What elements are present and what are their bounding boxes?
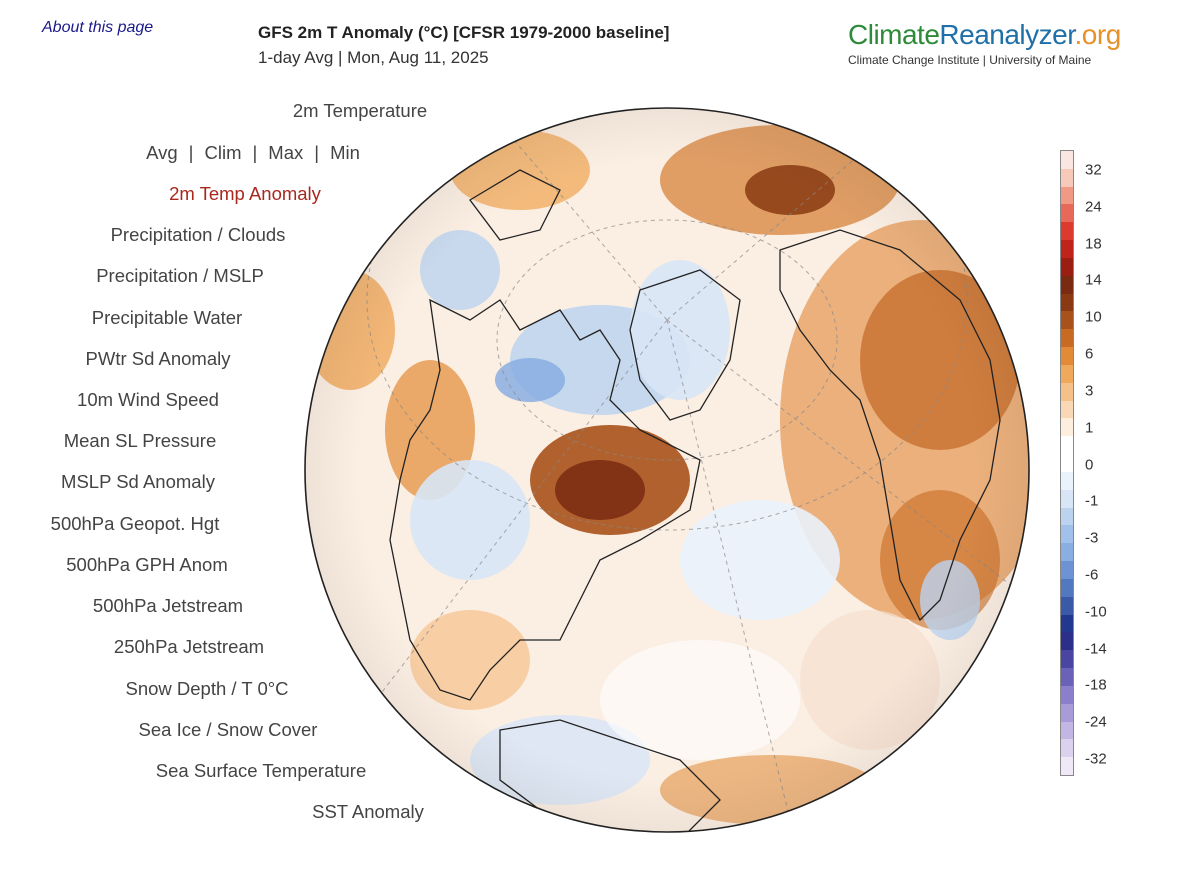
color-scale-cell	[1061, 632, 1073, 651]
color-scale-cell	[1061, 418, 1073, 437]
color-scale-cell	[1061, 382, 1073, 401]
menu-2m-temperature[interactable]: 2m Temperature	[292, 100, 428, 121]
color-scale-cell	[1061, 507, 1073, 526]
color-scale-cell	[1061, 703, 1073, 722]
color-scale-label: 32	[1085, 161, 1102, 179]
color-scale-bar	[1060, 150, 1074, 776]
menu-2m-temp-anomaly[interactable]: 2m Temp Anomaly	[169, 183, 321, 204]
menu-500hpa-jetstream[interactable]: 500hPa Jetstream	[92, 595, 244, 616]
color-scale-cell	[1061, 204, 1073, 223]
color-scale-cell	[1061, 543, 1073, 562]
color-scale-label: 18	[1085, 235, 1102, 253]
stat-avg[interactable]: Avg	[146, 142, 178, 163]
stat-min[interactable]: Min	[330, 142, 360, 163]
color-scale-cell	[1061, 578, 1073, 597]
color-scale-cell	[1061, 739, 1073, 758]
menu-precipitation-clouds[interactable]: Precipitation / Clouds	[110, 224, 286, 245]
menu-precipitable-water[interactable]: Precipitable Water	[91, 307, 243, 328]
menu-snow-depth[interactable]: Snow Depth / T 0°C	[125, 678, 289, 699]
color-scale-cell	[1061, 561, 1073, 579]
menu-500hpa-gph-anom[interactable]: 500hPa GPH Anom	[66, 554, 228, 575]
color-scale-label: -14	[1085, 640, 1107, 658]
color-scale-cell	[1061, 436, 1073, 455]
about-link[interactable]: About this page	[42, 19, 154, 36]
menu-mslp-sd-anomaly[interactable]: MSLP Sd Anomaly	[61, 471, 215, 492]
color-scale-cell	[1061, 650, 1073, 669]
color-scale-label: -32	[1085, 750, 1107, 768]
color-scale-cell	[1061, 454, 1073, 472]
menu-sst-anomaly[interactable]: SST Anomaly	[312, 801, 424, 822]
stat-selector: Avg | Clim | Max | Min	[146, 142, 360, 163]
color-scale-cell	[1061, 347, 1073, 365]
color-scale-cell	[1061, 168, 1073, 187]
color-scale-label: 0	[1085, 456, 1094, 473]
menu-mean-sl-pressure[interactable]: Mean SL Pressure	[63, 430, 217, 451]
color-scale-label: 3	[1085, 382, 1094, 400]
color-scale-cell	[1061, 329, 1073, 348]
color-scale-cell	[1061, 685, 1073, 704]
color-scale-cell	[1061, 721, 1073, 740]
map-title: GFS 2m T Anomaly (°C) [CFSR 1979-2000 ba…	[258, 23, 670, 42]
color-scale-cell	[1061, 525, 1073, 544]
color-scale-label: -10	[1085, 603, 1107, 621]
color-scale-cell	[1061, 311, 1073, 330]
color-scale-label: 10	[1085, 308, 1102, 326]
color-scale-cell	[1061, 257, 1073, 276]
color-scale-cell	[1061, 489, 1073, 508]
color-scale-cell	[1061, 275, 1073, 294]
color-scale-label: 6	[1085, 345, 1094, 363]
menu-sea-surface-temperature[interactable]: Sea Surface Temperature	[155, 760, 367, 781]
color-scale-label: -1	[1085, 492, 1099, 510]
color-scale-cell	[1061, 151, 1073, 169]
color-scale-cell	[1061, 668, 1073, 686]
menu-250hpa-jetstream[interactable]: 250hPa Jetstream	[113, 636, 265, 657]
brand-logo[interactable]: ClimateReanalyzer.org Climate Change Ins…	[848, 19, 1121, 68]
color-scale-cell	[1061, 364, 1073, 383]
stat-clim[interactable]: Clim	[204, 142, 242, 163]
color-scale-label: 24	[1085, 198, 1102, 216]
brand-subtitle: Climate Change Institute | University of…	[848, 53, 1092, 67]
brand-name: ClimateReanalyzer.org	[848, 19, 1121, 50]
color-scale-cell	[1061, 400, 1073, 419]
color-scale-label: 14	[1085, 271, 1102, 289]
color-scale-label: -24	[1085, 713, 1107, 731]
color-scale-cell	[1061, 186, 1073, 205]
color-scale-label: -3	[1085, 529, 1099, 547]
color-scale-cell	[1061, 596, 1073, 615]
color-scale-cell	[1061, 293, 1073, 312]
menu-pwtr-sd-anomaly[interactable]: PWtr Sd Anomaly	[85, 348, 231, 369]
menu-precipitation-mslp[interactable]: Precipitation / MSLP	[96, 265, 264, 286]
map-subtitle: 1-day Avg | Mon, Aug 11, 2025	[258, 48, 489, 67]
color-scale-cell	[1061, 757, 1073, 775]
menu-sea-ice-snow-cover[interactable]: Sea Ice / Snow Cover	[138, 719, 318, 740]
color-scale-label: -18	[1085, 676, 1107, 694]
color-scale-cell	[1061, 240, 1073, 258]
menu-500hpa-geopot-hgt[interactable]: 500hPa Geopot. Hgt	[50, 513, 220, 534]
color-scale-cell	[1061, 222, 1073, 241]
color-scale-cell	[1061, 614, 1073, 633]
stat-max[interactable]: Max	[268, 142, 304, 163]
color-scale-label: 1	[1085, 419, 1094, 437]
color-scale-label: -6	[1085, 566, 1099, 584]
color-scale-cell	[1061, 471, 1073, 490]
menu-10m-wind-speed[interactable]: 10m Wind Speed	[77, 389, 219, 410]
globe-outline	[304, 107, 1030, 833]
